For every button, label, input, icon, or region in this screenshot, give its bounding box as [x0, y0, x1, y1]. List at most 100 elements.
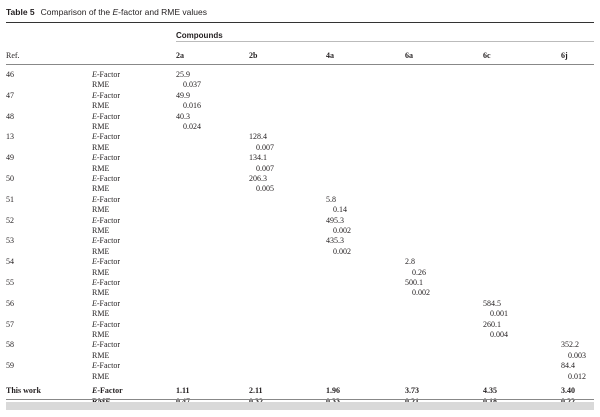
- ref-number: 51: [6, 194, 14, 204]
- metric-label-efactor: E-Factor: [92, 216, 120, 227]
- efactor-italic-e: E: [92, 153, 97, 163]
- metric-label-efactor: E-Factor: [92, 132, 120, 143]
- metric-label-efactor: E-Factor: [92, 361, 120, 372]
- efactor-italic-e: E: [92, 70, 97, 79]
- metric-label-efactor: E-Factor: [92, 195, 120, 206]
- ref-number: 56: [6, 298, 14, 308]
- ref-header: Ref.: [6, 51, 20, 60]
- compounds-group-header: Compounds: [176, 31, 223, 40]
- metric-label-rme: RME: [92, 267, 110, 277]
- rme-value: 0.007: [256, 142, 274, 152]
- metric-label-efactor: E-Factor: [92, 320, 120, 331]
- this-work-efactor-value: 1.11: [176, 386, 190, 395]
- group-header-rule: [176, 41, 594, 42]
- rme-value: 0.004: [490, 330, 508, 339]
- this-work-rme-value: 0.18: [483, 397, 497, 408]
- ref-number: 59: [6, 361, 14, 371]
- efactor-label-rest: -Factor: [96, 132, 120, 142]
- efactor-label-rest: -Factor: [96, 90, 120, 100]
- metric-label-rme: RME: [92, 80, 110, 90]
- caption-text-a: Comparison of the: [40, 7, 113, 17]
- metric-label-efactor: E-Factor: [92, 386, 123, 397]
- table-label: Table 5: [6, 7, 35, 17]
- col-header-6c: 6c: [483, 51, 491, 60]
- metric-label-efactor: E-Factor: [92, 91, 120, 102]
- metric-label-rme: RME: [92, 122, 110, 131]
- ref-number: 50: [6, 174, 14, 183]
- efactor-italic-e: E: [92, 298, 97, 308]
- efactor-italic-e: E: [92, 361, 97, 371]
- this-work-label: This work: [6, 386, 41, 395]
- efactor-italic-e: E: [92, 111, 97, 121]
- efactor-label-rest: -Factor: [96, 174, 120, 183]
- efactor-value: 134.1: [249, 153, 267, 163]
- efactor-value: 128.4: [249, 132, 267, 142]
- efactor-italic-e: E: [92, 132, 97, 142]
- rme-value: 0.001: [490, 309, 508, 319]
- efactor-italic-e: E: [92, 194, 97, 204]
- efactor-italic-e: E: [92, 386, 98, 395]
- rme-value: 0.024: [183, 122, 201, 131]
- efactor-value: 584.5: [483, 298, 501, 308]
- efactor-label-rest: -Factor: [96, 70, 120, 79]
- metric-label-efactor: E-Factor: [92, 278, 120, 289]
- metric-label-efactor: E-Factor: [92, 299, 120, 310]
- rme-value: 0.002: [333, 226, 351, 235]
- metric-label-efactor: E-Factor: [92, 174, 120, 185]
- ref-number: 48: [6, 111, 14, 121]
- efactor-italic-e: E: [92, 278, 97, 287]
- rme-value: 0.002: [333, 246, 351, 256]
- this-work-efactor-value: 3.40: [561, 386, 575, 395]
- rme-value: 0.003: [568, 350, 586, 360]
- metric-label-efactor: E-Factor: [92, 112, 120, 123]
- rme-value: 0.005: [256, 184, 274, 194]
- caption-text-italic: E: [112, 7, 119, 17]
- efactor-label-rest: -Factor: [96, 215, 120, 225]
- efactor-italic-e: E: [92, 236, 97, 246]
- metric-label-rme: RME: [92, 184, 110, 194]
- efactor-italic-e: E: [92, 174, 97, 183]
- this-work-rme-value: 0.21: [405, 397, 419, 408]
- metric-label-efactor: E-Factor: [92, 340, 120, 351]
- this-work-efactor-value: 2.11: [249, 386, 263, 395]
- col-header-6a: 6a: [405, 51, 413, 60]
- table-caption: Table 5 Comparison of the E-factor and RM…: [6, 4, 207, 20]
- metric-label-rme: RME: [92, 246, 110, 256]
- efactor-italic-e: E: [92, 340, 97, 350]
- efactor-label-rest: -Factor: [96, 319, 120, 329]
- this-work-rme-value: 0.33: [326, 397, 340, 408]
- efactor-value: 2.8: [405, 257, 415, 267]
- rme-value: 0.012: [568, 371, 586, 381]
- efactor-value: 84.4: [561, 361, 575, 371]
- rme-value: 0.037: [183, 80, 201, 90]
- this-work-rme-value: 0.47: [176, 397, 190, 408]
- efactor-italic-e: E: [92, 215, 97, 225]
- col-header-6j: 6j: [561, 51, 568, 60]
- bottom-rule: [6, 399, 594, 400]
- this-work-rme-value: 0.32: [249, 397, 263, 408]
- efactor-value: 49.9: [176, 90, 190, 100]
- metric-label-efactor: E-Factor: [92, 257, 120, 268]
- this-work-rme-value: 0.22: [561, 397, 575, 408]
- col-header-2b: 2b: [249, 51, 258, 60]
- efactor-label-rest: -Factor: [96, 153, 120, 163]
- ref-number: 57: [6, 319, 14, 329]
- metric-label-rme: RME: [92, 371, 110, 381]
- efactor-italic-e: E: [92, 319, 97, 329]
- col-header-4a: 4a: [326, 51, 334, 60]
- ref-number: 55: [6, 278, 14, 287]
- rme-value: 0.14: [333, 205, 347, 215]
- rme-value: 0.26: [412, 267, 426, 277]
- metric-label-rme: RME: [92, 163, 110, 173]
- efactor-label-rest: -Factor: [96, 340, 120, 350]
- rme-value: 0.007: [256, 163, 274, 173]
- efactor-label-rest: -Factor: [96, 361, 120, 371]
- top-rule: [6, 22, 594, 24]
- ref-number: 54: [6, 257, 14, 267]
- efactor-value: 495.3: [326, 215, 344, 225]
- efactor-value: 5.8: [326, 194, 336, 204]
- ref-number: 13: [6, 132, 14, 142]
- ref-number: 46: [6, 70, 14, 79]
- metric-label-efactor: E-Factor: [92, 70, 120, 81]
- efactor-value: 500.1: [405, 278, 423, 287]
